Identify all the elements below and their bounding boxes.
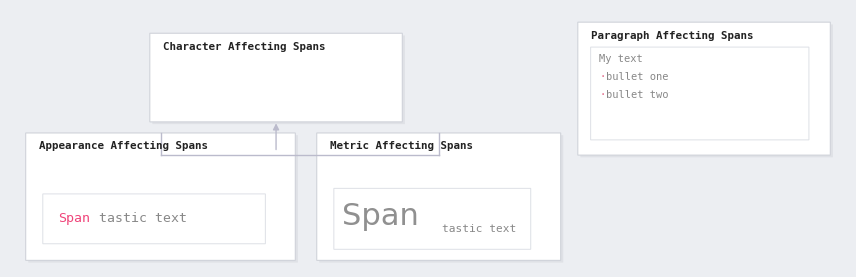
FancyBboxPatch shape: [43, 194, 265, 244]
Text: Appearance Affecting Spans: Appearance Affecting Spans: [39, 141, 207, 151]
FancyBboxPatch shape: [26, 133, 295, 260]
FancyBboxPatch shape: [578, 22, 830, 155]
Text: Span: Span: [58, 212, 90, 225]
Text: ·: ·: [599, 72, 605, 82]
FancyBboxPatch shape: [28, 135, 298, 263]
FancyBboxPatch shape: [334, 188, 531, 249]
FancyBboxPatch shape: [319, 135, 563, 263]
Text: Paragraph Affecting Spans: Paragraph Affecting Spans: [591, 30, 753, 40]
Text: bullet one: bullet one: [606, 72, 669, 82]
Text: My text: My text: [599, 54, 643, 64]
Text: ·: ·: [599, 90, 605, 100]
Text: tastic text: tastic text: [442, 224, 516, 234]
Text: Metric Affecting Spans: Metric Affecting Spans: [330, 141, 473, 151]
FancyBboxPatch shape: [152, 35, 405, 124]
FancyBboxPatch shape: [591, 47, 809, 140]
Text: Character Affecting Spans: Character Affecting Spans: [163, 42, 325, 52]
Text: Span: Span: [342, 202, 419, 230]
FancyBboxPatch shape: [150, 33, 402, 122]
Text: bullet two: bullet two: [606, 90, 669, 100]
FancyBboxPatch shape: [580, 24, 833, 157]
Text: tastic text: tastic text: [99, 212, 187, 225]
FancyBboxPatch shape: [317, 133, 561, 260]
